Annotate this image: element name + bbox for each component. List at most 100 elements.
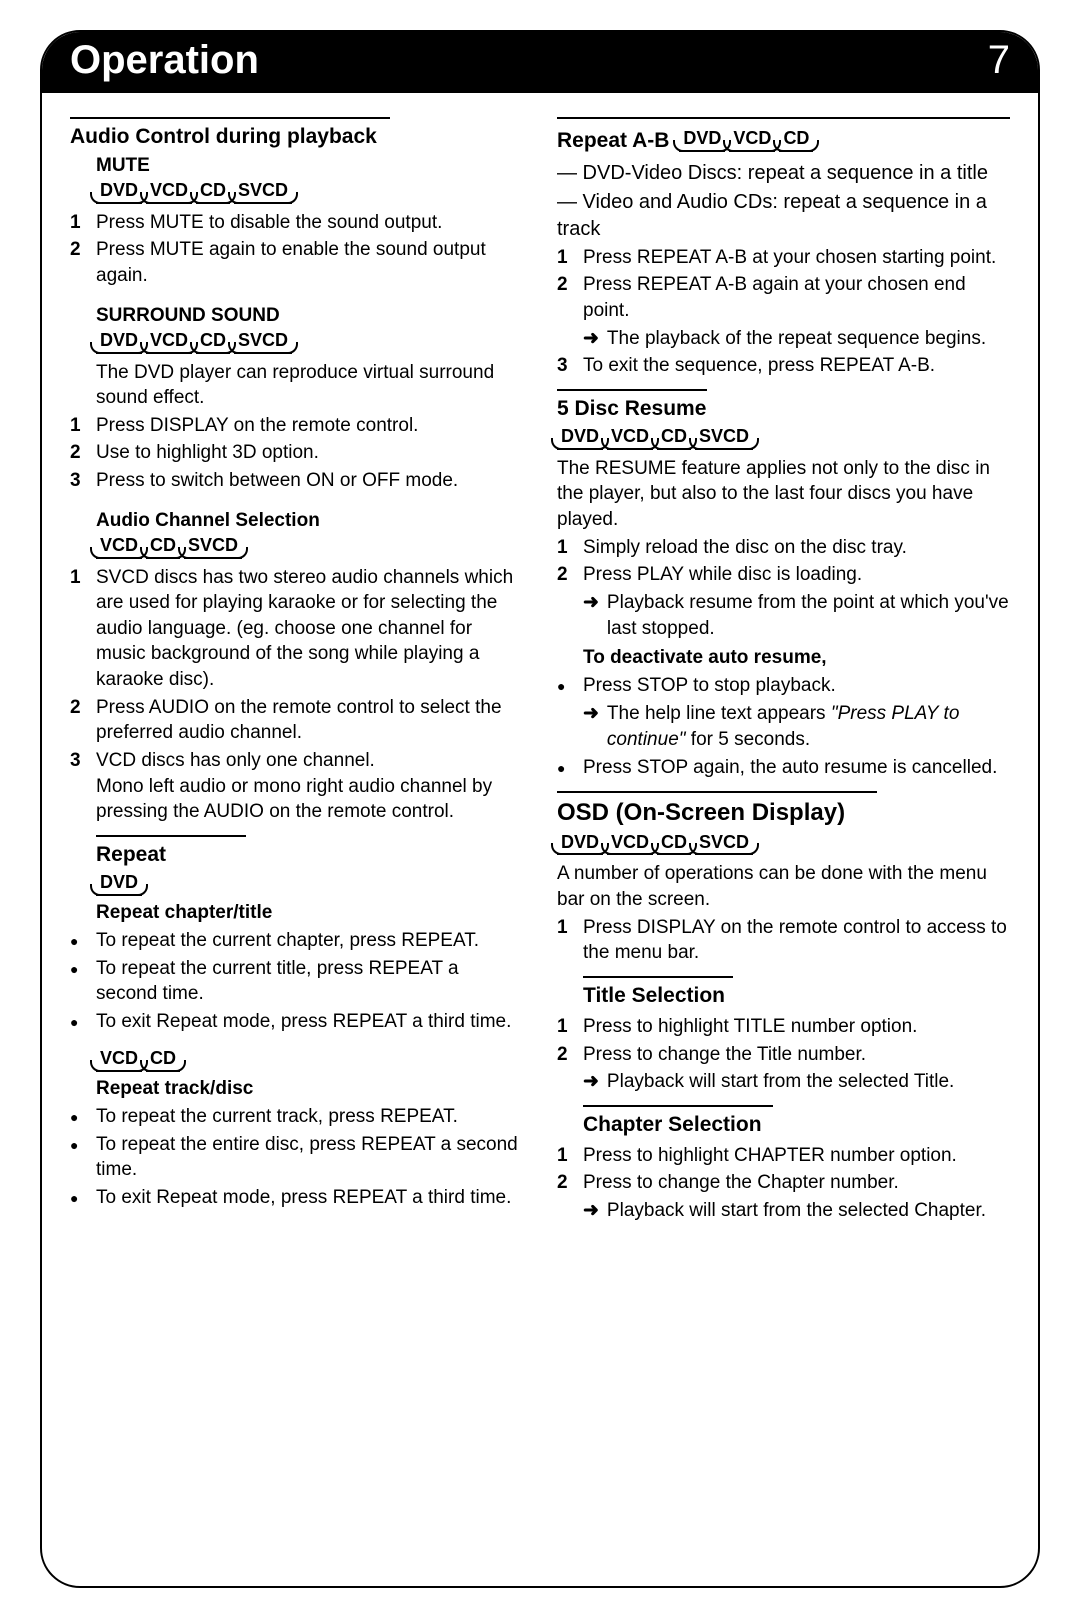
arrow-icon: ➜ [583, 701, 599, 752]
step-text: Simply reload the disc on the disc tray. [583, 535, 1010, 561]
arrow-icon: ➜ [583, 1198, 599, 1224]
bullet-text: To exit Repeat mode, press REPEAT a thir… [96, 1009, 523, 1035]
repeat-ab-intro2: — Video and Audio CDs: repeat a sequence… [557, 189, 1010, 243]
step-text: Use to highlight 3D option. [96, 440, 523, 466]
heading-osd: OSD (On-Screen Display) [557, 799, 1010, 827]
divider [557, 117, 1010, 119]
bullet-text: Press STOP to stop playback. [583, 673, 1010, 699]
badge-cd: CD [196, 331, 230, 354]
heading-repeat-chapter: Repeat chapter/title [70, 902, 523, 924]
step-text: SVCD discs has two stereo audio channels… [96, 565, 523, 693]
page: Operation 7 Audio Control during playbac… [0, 0, 1080, 1618]
page-frame: Operation 7 Audio Control during playbac… [40, 30, 1040, 1588]
badge-vcd: VCD [96, 536, 142, 559]
heading-repeat-ab-row: Repeat A-B DVD VCD CD [557, 125, 1010, 158]
badge-dvd: DVD [557, 833, 603, 856]
badge-dvd: DVD [96, 331, 142, 354]
content-columns: Audio Control during playback MUTE DVD V… [42, 93, 1038, 1254]
badge-vcd: VCD [146, 181, 192, 204]
divider [70, 117, 390, 119]
result-line: ➜ Playback resume from the point at whic… [557, 590, 1010, 641]
step-text: Press REPEAT A-B again at your chosen en… [583, 272, 1010, 323]
divider [583, 1105, 773, 1107]
resume-intro: The RESUME feature applies not only to t… [557, 456, 1010, 533]
badge-dvd: DVD [557, 427, 603, 450]
badge-svcd: SVCD [184, 536, 242, 559]
result-line: ➜ The help line text appears "Press PLAY… [557, 701, 1010, 752]
heading-title-selection: Title Selection [557, 984, 1010, 1008]
badge-cd: CD [779, 129, 813, 152]
step-text: Press to highlight CHAPTER number option… [583, 1143, 1010, 1169]
result-text: Playback will start from the selected Ch… [607, 1198, 1010, 1224]
badge-svcd: SVCD [234, 331, 292, 354]
badge-svcd: SVCD [234, 181, 292, 204]
heading-chapter-selection: Chapter Selection [557, 1113, 1010, 1137]
result-text: Playback resume from the point at which … [607, 590, 1010, 641]
step-text: VCD discs has only one channel. Mono lef… [96, 748, 523, 825]
page-title: Operation [70, 38, 259, 83]
mute-steps: 1Press MUTE to disable the sound output.… [70, 210, 523, 289]
page-number: 7 [988, 38, 1010, 83]
badge-dvd: DVD [679, 129, 725, 152]
bullet-text: To repeat the current chapter, press REP… [96, 928, 523, 954]
step-text: Press AUDIO on the remote control to sel… [96, 695, 523, 746]
heading-surround: SURROUND SOUND [70, 305, 523, 327]
badge-cd: CD [657, 833, 691, 856]
arrow-icon: ➜ [583, 1069, 599, 1095]
badge-vcd: VCD [96, 1049, 142, 1072]
step-text: Press REPEAT A-B at your chosen starting… [583, 245, 1010, 271]
bullet-text: To repeat the entire disc, press REPEAT … [96, 1132, 523, 1183]
bullet-text: To repeat the current title, press REPEA… [96, 956, 523, 1007]
result-text: Playback will start from the selected Ti… [607, 1069, 1010, 1095]
page-header: Operation 7 [42, 32, 1038, 93]
heading-resume: 5 Disc Resume [557, 397, 1010, 421]
step-text: Press DISPLAY on the remote control to a… [583, 915, 1010, 966]
osd-steps: 1Press DISPLAY on the remote control to … [557, 915, 1010, 966]
step-text: Press to switch between ON or OFF mode. [96, 468, 523, 494]
step-text: Press MUTE again to enable the sound out… [96, 237, 523, 288]
badge-row: VCD CD [70, 1049, 523, 1072]
badge-vcd: VCD [607, 427, 653, 450]
heading-audio-control: Audio Control during playback [70, 125, 523, 149]
repeat-chapter-list: To repeat the current chapter, press REP… [70, 928, 523, 1035]
step-text: Press to change the Chapter number. [583, 1170, 1010, 1196]
arrow-icon: ➜ [583, 590, 599, 641]
badge-svcd: SVCD [695, 833, 753, 856]
text-pre: The help line text appears [607, 703, 831, 724]
result-line: ➜ Playback will start from the selected … [557, 1198, 1010, 1224]
badge-dvd: DVD [96, 181, 142, 204]
badge-vcd: VCD [146, 331, 192, 354]
badge-cd: CD [146, 536, 180, 559]
badge-row: DVD VCD CD SVCD [557, 833, 1010, 856]
badge-row: DVD VCD CD SVCD [70, 331, 523, 354]
repeat-track-list: To repeat the current track, press REPEA… [70, 1104, 523, 1211]
right-column: Repeat A-B DVD VCD CD — DVD-Video Discs:… [557, 107, 1010, 1226]
surround-steps: 1Press DISPLAY on the remote control. 2U… [70, 413, 523, 494]
step-text: Press MUTE to disable the sound output. [96, 210, 523, 236]
divider [583, 976, 733, 978]
heading-repeat-track: Repeat track/disc [70, 1078, 523, 1100]
deactivate-list-2: Press STOP again, the auto resume is can… [557, 755, 1010, 781]
step-text: Press DISPLAY on the remote control. [96, 413, 523, 439]
surround-intro: The DVD player can reproduce virtual sur… [70, 360, 523, 411]
repeat-ab-steps-3: 3To exit the sequence, press REPEAT A-B. [557, 353, 1010, 379]
arrow-icon: ➜ [583, 326, 599, 352]
heading-channel: Audio Channel Selection [70, 510, 523, 532]
repeat-ab-intro1: — DVD-Video Discs: repeat a sequence in … [557, 160, 1010, 187]
bullet-text: To exit Repeat mode, press REPEAT a thir… [96, 1185, 523, 1211]
heading-mute: MUTE [70, 155, 523, 177]
badge-vcd: VCD [729, 129, 775, 152]
step-text: Press to change the Title number. [583, 1042, 1010, 1068]
result-line: ➜ Playback will start from the selected … [557, 1069, 1010, 1095]
text-post: for 5 seconds. [686, 729, 811, 750]
divider [557, 791, 877, 793]
title-selection-steps: 1Press to highlight TITLE number option.… [557, 1014, 1010, 1067]
heading-deactivate: To deactivate auto resume, [557, 647, 1010, 669]
repeat-ab-steps: 1Press REPEAT A-B at your chosen startin… [557, 245, 1010, 324]
result-text: The help line text appears "Press PLAY t… [607, 701, 1010, 752]
badge-cd: CD [657, 427, 691, 450]
badge-row: DVD [70, 873, 523, 896]
step-text: Press PLAY while disc is loading. [583, 562, 1010, 588]
chapter-selection-steps: 1Press to highlight CHAPTER number optio… [557, 1143, 1010, 1196]
badge-row: DVD VCD CD SVCD [557, 427, 1010, 450]
